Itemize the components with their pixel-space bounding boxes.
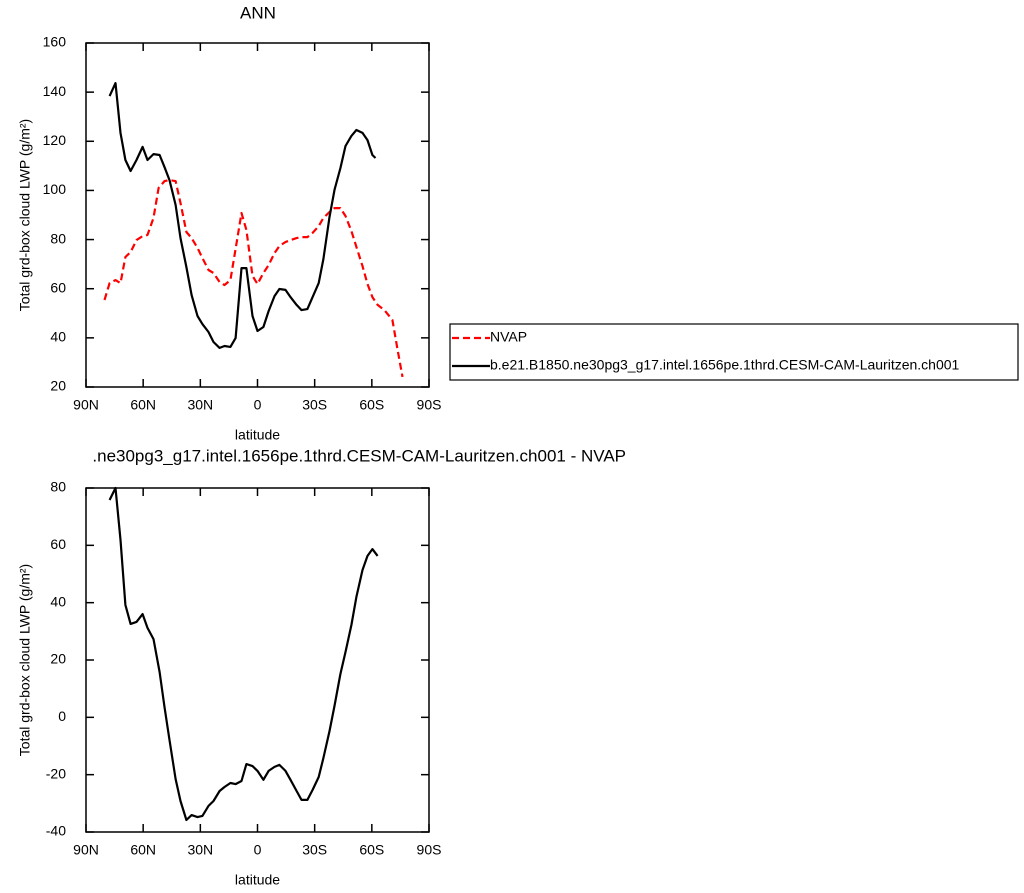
data-line xyxy=(103,179,404,378)
x-tick-label: 30S xyxy=(302,842,327,858)
y-tick-label: -40 xyxy=(46,823,66,839)
x-tick-label: 30S xyxy=(302,397,327,413)
legend-label: NVAP xyxy=(490,329,527,345)
y-tick-label: 20 xyxy=(50,378,66,394)
x-tick-label: 0 xyxy=(254,842,262,858)
y-tick-label: 80 xyxy=(50,479,66,495)
x-axis-label: latitude xyxy=(235,427,280,443)
x-tick-label: 30N xyxy=(187,397,213,413)
x-tick-label: 60S xyxy=(359,842,384,858)
x-axis-label: latitude xyxy=(235,872,280,888)
legend-box xyxy=(449,323,1019,381)
data-line xyxy=(108,82,377,349)
y-tick-label: 100 xyxy=(43,181,67,197)
y-tick-label: -20 xyxy=(46,765,66,781)
y-tick-label: 140 xyxy=(43,83,67,99)
x-tick-label: 90N xyxy=(73,842,99,858)
y-tick-label: 120 xyxy=(43,132,67,148)
legend-label: b.e21.B1850.ne30pg3_g17.intel.1656pe.1th… xyxy=(490,357,960,373)
y-tick-label: 20 xyxy=(50,651,66,667)
data-line xyxy=(108,486,379,822)
y-tick-label: 80 xyxy=(50,230,66,246)
x-tick-label: 0 xyxy=(254,397,262,413)
y-tick-label: 160 xyxy=(43,34,67,50)
x-tick-label: 90S xyxy=(417,842,442,858)
chart-title: ANN xyxy=(240,3,276,22)
y-tick-label: 40 xyxy=(50,329,66,345)
x-tick-label: 90S xyxy=(417,397,442,413)
y-axis-label: Total grd-box cloud LWP (g/m²) xyxy=(17,119,33,311)
chart-title: .ne30pg3_g17.intel.1656pe.1thrd.CESM-CAM… xyxy=(92,446,626,465)
y-tick-label: 60 xyxy=(50,536,66,552)
x-tick-label: 60N xyxy=(130,397,156,413)
y-axis-label: Total grd-box cloud LWP (g/m²) xyxy=(17,564,33,756)
y-tick-label: 60 xyxy=(50,279,66,295)
plot-frame xyxy=(85,487,430,833)
x-tick-label: 60S xyxy=(359,397,384,413)
plot-frame xyxy=(85,42,430,388)
x-tick-label: 30N xyxy=(187,842,213,858)
y-tick-label: 40 xyxy=(50,593,66,609)
x-tick-label: 60N xyxy=(130,842,156,858)
y-tick-label: 0 xyxy=(58,708,66,724)
x-tick-label: 90N xyxy=(73,397,99,413)
